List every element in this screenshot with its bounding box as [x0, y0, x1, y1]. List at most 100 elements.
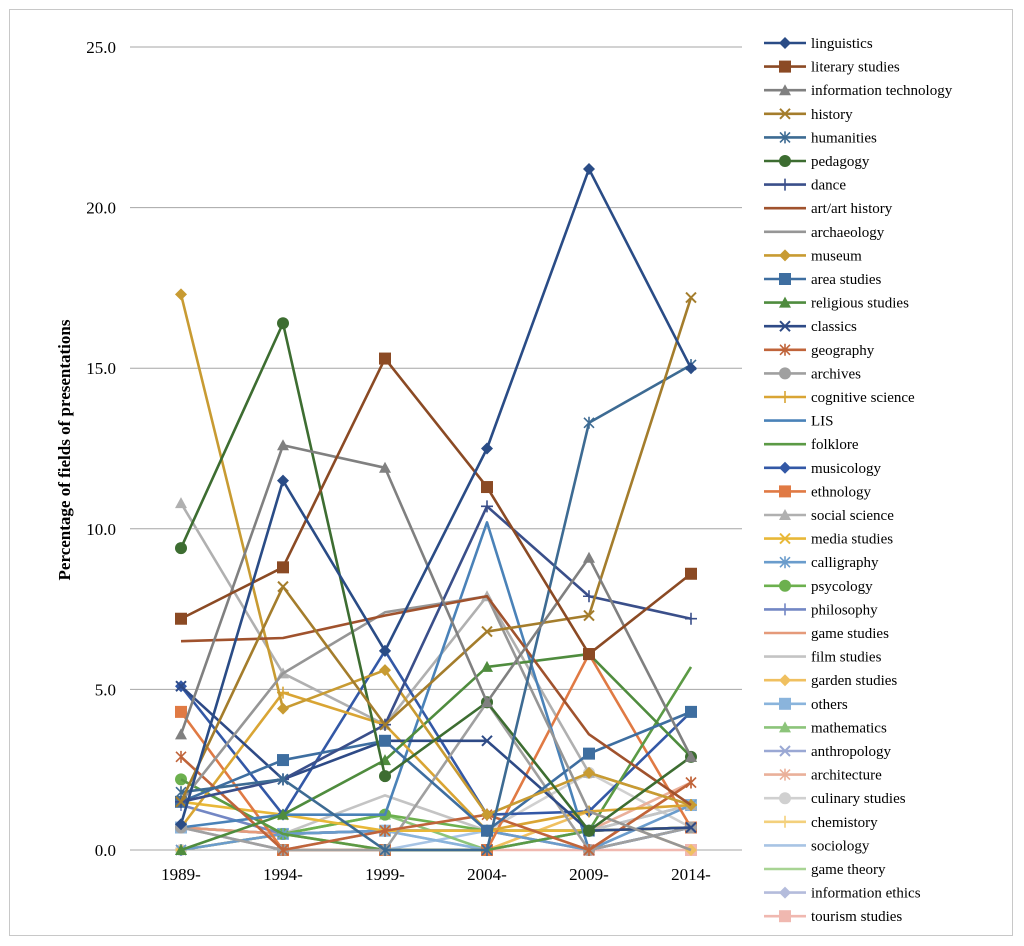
data-point: [481, 735, 493, 747]
legend-label: folklore: [811, 437, 859, 453]
legend-label: sociology: [811, 838, 870, 854]
legend-item-folklore: folklore: [764, 437, 859, 453]
data-point: [379, 664, 391, 677]
data-point: [481, 808, 493, 821]
data-point: [685, 612, 697, 625]
legend-marker: [779, 768, 791, 781]
legend-label: ethnology: [811, 484, 871, 500]
legend-label: area studies: [811, 272, 882, 288]
legend-label: tourism studies: [811, 909, 902, 925]
series-history: [175, 291, 697, 808]
x-tick-label: 2009-: [569, 865, 609, 884]
data-point: [583, 590, 595, 603]
legend-marker: [779, 697, 791, 710]
series-lis: [180, 521, 692, 852]
series-line: [180, 594, 692, 807]
legend-marker: [779, 721, 791, 733]
data-point: [481, 625, 493, 638]
data-point: [175, 497, 187, 509]
legend-label: others: [811, 697, 848, 713]
data-point: [685, 291, 697, 304]
axes: 0.0 5.0 10.0 15.0 20.0 25.0 1989- 1994- 1999- 200…: [86, 38, 711, 884]
legend-marker: [779, 249, 791, 262]
legend-label: social science: [811, 508, 894, 524]
data-point: [175, 728, 187, 740]
data-point: [583, 824, 595, 837]
legend-marker: [779, 131, 791, 144]
legend-label: literary studies: [811, 60, 900, 76]
legend-label: art/art history: [811, 201, 893, 217]
data-point: [685, 705, 697, 718]
legend-marker: [779, 367, 791, 380]
series-calligraphy: [175, 799, 697, 856]
legend-marker: [779, 792, 791, 805]
legend-label: culinary studies: [811, 791, 906, 807]
series-line: [179, 294, 692, 816]
legend-label: LIS: [811, 414, 834, 430]
legend-item-literary-studies: literary studies: [764, 60, 900, 76]
legend-marker: [779, 60, 791, 73]
legend-marker: [779, 391, 791, 403]
legend-marker: [779, 485, 791, 498]
legend-marker: [779, 603, 791, 616]
legend-marker: [779, 178, 791, 191]
legend-item-cognitive-science: cognitive science: [764, 390, 915, 406]
series-lines: [175, 163, 697, 856]
legend-label: media studies: [811, 532, 893, 548]
legend-label: mathematics: [811, 720, 887, 736]
legend-marker: [779, 84, 791, 96]
legend-item-philosophy: philosophy: [764, 602, 878, 618]
legend-item-culinary-studies: culinary studies: [764, 791, 906, 807]
legend-item-musicology: musicology: [764, 461, 881, 477]
legend-item-architecture: architecture: [764, 768, 882, 784]
legend-marker: [779, 910, 791, 923]
series-line: [180, 652, 692, 852]
legend: linguistics literary studies information t…: [764, 36, 953, 925]
legend-label: cognitive science: [811, 390, 915, 406]
data-point: [379, 352, 391, 365]
series-line: [179, 649, 692, 816]
series-line: [179, 297, 693, 803]
series-social-science: [175, 497, 697, 811]
data-point: [175, 705, 187, 718]
legend-item-others: others: [764, 697, 848, 713]
data-point: [277, 439, 289, 451]
data-point: [277, 773, 289, 786]
data-point: [379, 824, 391, 837]
series-line: [180, 700, 692, 852]
chart-frame: [9, 9, 1013, 936]
data-point: [277, 474, 289, 487]
data-point: [277, 561, 289, 574]
y-tick-label: 5.0: [95, 680, 116, 699]
legend-label: museum: [811, 248, 862, 264]
legend-item-psycology: psycology: [764, 579, 873, 595]
legend-item-film-studies: film studies: [764, 650, 882, 666]
data-point: [685, 750, 697, 762]
legend-label: archaeology: [811, 225, 885, 241]
legend-item-game-studies: game studies: [764, 626, 889, 642]
data-point: [175, 818, 187, 831]
data-point: [175, 796, 187, 808]
legend-item-chemistory: chemistory: [764, 815, 878, 831]
legend-item-information-ethics: information ethics: [764, 886, 921, 902]
legend-item-archives: archives: [764, 366, 861, 382]
x-tick-label: 1999-: [365, 865, 405, 884]
series-line: [180, 505, 692, 804]
series-linguistics: [175, 163, 697, 831]
legend-marker: [779, 745, 791, 757]
legend-label: linguistics: [811, 36, 873, 52]
data-point: [379, 644, 391, 657]
legend-marker: [779, 273, 791, 285]
data-point: [583, 416, 595, 429]
legend-label: humanities: [811, 130, 877, 146]
legend-label: philosophy: [811, 602, 878, 618]
legend-item-tourism-studies: tourism studies: [764, 909, 902, 925]
legend-label: calligraphy: [811, 555, 879, 571]
data-point: [277, 702, 289, 715]
y-tick-label: 20.0: [86, 199, 116, 218]
legend-marker: [779, 674, 791, 687]
legend-item-ethnology: ethnology: [764, 484, 871, 500]
legend-item-linguistics: linguistics: [764, 36, 873, 52]
series-dance: [175, 500, 697, 808]
data-point: [379, 844, 391, 856]
